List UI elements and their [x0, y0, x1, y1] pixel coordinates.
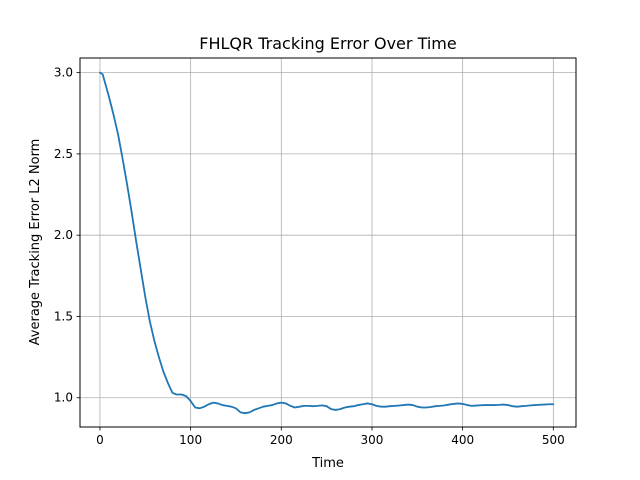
- x-tick-label: 300: [361, 433, 384, 447]
- x-tick-label: 100: [179, 433, 202, 447]
- x-tick-label: 500: [542, 433, 565, 447]
- y-tick-label: 2.5: [54, 147, 73, 161]
- y-axis-label: Average Tracking Error L2 Norm: [28, 139, 43, 346]
- x-tick-label: 0: [96, 433, 104, 447]
- y-tick-label: 1.0: [54, 391, 73, 405]
- plot-area-frame: [79, 57, 577, 428]
- x-tick-label: 400: [451, 433, 474, 447]
- x-tick-label: 200: [270, 433, 293, 447]
- grid: [80, 58, 576, 427]
- chart-title: FHLQR Tracking Error Over Time: [199, 34, 456, 53]
- series-line-0: [99, 71, 555, 415]
- y-tick-label: 3.0: [54, 66, 73, 80]
- x-axis-label: Time: [311, 456, 344, 471]
- ticks: 0 100 200 300 400 500 1.0 1.5 2.0 2.5 3.0: [54, 66, 565, 447]
- series-layer: [99, 71, 555, 415]
- y-tick-label: 2.0: [54, 228, 73, 242]
- y-tick-label: 1.5: [54, 309, 73, 323]
